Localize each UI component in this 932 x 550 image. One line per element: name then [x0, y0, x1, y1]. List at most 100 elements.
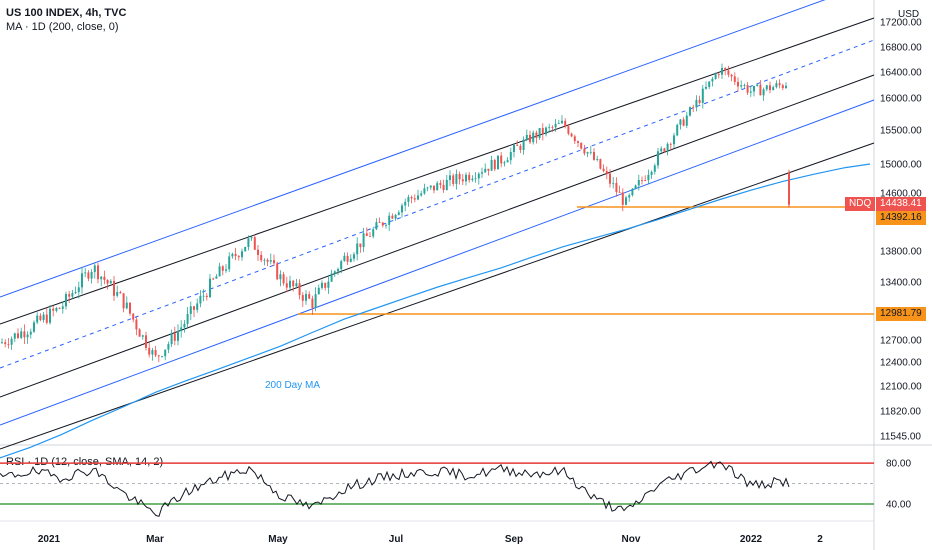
candle-body — [775, 83, 778, 88]
ma-legend: MA · 1D (200, close, 0) — [6, 21, 119, 33]
candle-body — [618, 192, 621, 193]
time-axis[interactable]: 2021 Mar May Jul Sep Nov 2022 2 — [38, 534, 823, 545]
candle-body — [170, 333, 173, 345]
candle-body — [493, 159, 496, 170]
support-low-tag: 12981.79 — [876, 307, 926, 321]
candle-body — [359, 243, 362, 248]
candle-body — [295, 283, 298, 287]
candle-body — [570, 133, 573, 137]
candle-body — [545, 127, 547, 135]
candle-body — [746, 85, 749, 93]
candle-body — [388, 215, 391, 225]
ma-200-line — [0, 163, 871, 459]
candle-body — [52, 308, 55, 311]
candle-body — [234, 253, 237, 257]
candle-body — [708, 81, 711, 87]
candle-body — [113, 280, 115, 296]
candle-body — [263, 259, 266, 261]
candle-body — [609, 173, 611, 184]
candle-body — [282, 274, 285, 284]
candle-body — [199, 295, 202, 304]
candle-body — [634, 185, 637, 189]
candle-body — [129, 302, 131, 314]
candle-body — [372, 229, 375, 237]
candle-body — [369, 235, 371, 237]
candle-body — [221, 266, 224, 271]
candle-body — [10, 338, 13, 345]
candle-body — [285, 283, 288, 288]
candle-body — [519, 145, 522, 151]
price-tick: 16400.00 — [880, 68, 922, 79]
candle-body — [151, 350, 154, 355]
candle-body — [365, 233, 368, 236]
candle-body — [413, 198, 416, 200]
candle-body — [189, 306, 192, 314]
candle-body — [644, 180, 647, 181]
candle-body — [266, 259, 269, 262]
candle-body — [423, 188, 426, 194]
candle-body — [769, 85, 771, 91]
candle-body — [692, 107, 695, 109]
candle-body — [401, 205, 403, 213]
candle-body — [484, 168, 487, 173]
rsi-legend: RSI · 1D (12, close, SMA, 14, 2) — [6, 456, 164, 468]
candle-body — [337, 269, 339, 272]
candle-body — [522, 139, 525, 151]
price-tick: 15000.00 — [880, 160, 922, 171]
candle-body — [551, 126, 554, 128]
candle-body — [103, 276, 106, 281]
candle-body — [586, 152, 589, 154]
rsi-line — [0, 460, 790, 517]
price-tick: 14600.00 — [880, 189, 922, 200]
candle-body — [689, 107, 691, 116]
candle-body — [660, 148, 663, 152]
candle-body — [628, 195, 631, 198]
candle-body — [20, 331, 23, 338]
candle-body — [567, 126, 570, 134]
candle-body — [573, 136, 576, 142]
candle-body — [225, 269, 227, 271]
candle-body — [218, 266, 221, 277]
candle-body — [212, 278, 215, 280]
channel-base — [0, 142, 875, 450]
price-tick: 12400.00 — [880, 358, 922, 369]
price-axis[interactable]: 17200.00 16800.00 16400.00 16000.00 15500.00… — [880, 18, 922, 443]
candle-body — [599, 159, 602, 169]
candle-body — [321, 282, 323, 288]
candle-body — [673, 135, 675, 145]
candle-body — [647, 174, 650, 181]
candle-body — [532, 132, 535, 143]
candle-body — [17, 333, 19, 338]
candle-body — [449, 175, 451, 180]
candle-body — [356, 243, 359, 255]
time-tick: 2 — [817, 534, 823, 545]
candle-body — [666, 143, 669, 152]
candle-body — [765, 85, 768, 90]
candle-body — [404, 201, 407, 206]
channel-midline — [0, 39, 875, 369]
candle-body — [737, 81, 739, 87]
candle-body — [653, 165, 656, 172]
price-tick: 15500.00 — [880, 126, 922, 137]
candle-body — [97, 265, 99, 280]
candle-body — [330, 273, 333, 282]
candle-body — [788, 172, 790, 205]
candle-body — [394, 214, 397, 219]
candle-body — [33, 322, 35, 332]
candle-body — [241, 251, 243, 258]
candle-body — [452, 175, 455, 184]
candle-body — [554, 123, 557, 128]
candle-body — [407, 197, 410, 202]
candle-body — [93, 265, 96, 272]
candle-body — [343, 255, 346, 262]
candle-body — [122, 293, 125, 309]
candle-body — [161, 356, 163, 358]
candle-body — [781, 85, 784, 89]
price-tick: 11820.00 — [880, 407, 921, 418]
candle-body — [362, 233, 365, 248]
candle-body — [167, 344, 170, 350]
candle-body — [730, 74, 733, 77]
rsi-tick: 80.00 — [886, 459, 911, 470]
candle-body — [228, 256, 231, 270]
